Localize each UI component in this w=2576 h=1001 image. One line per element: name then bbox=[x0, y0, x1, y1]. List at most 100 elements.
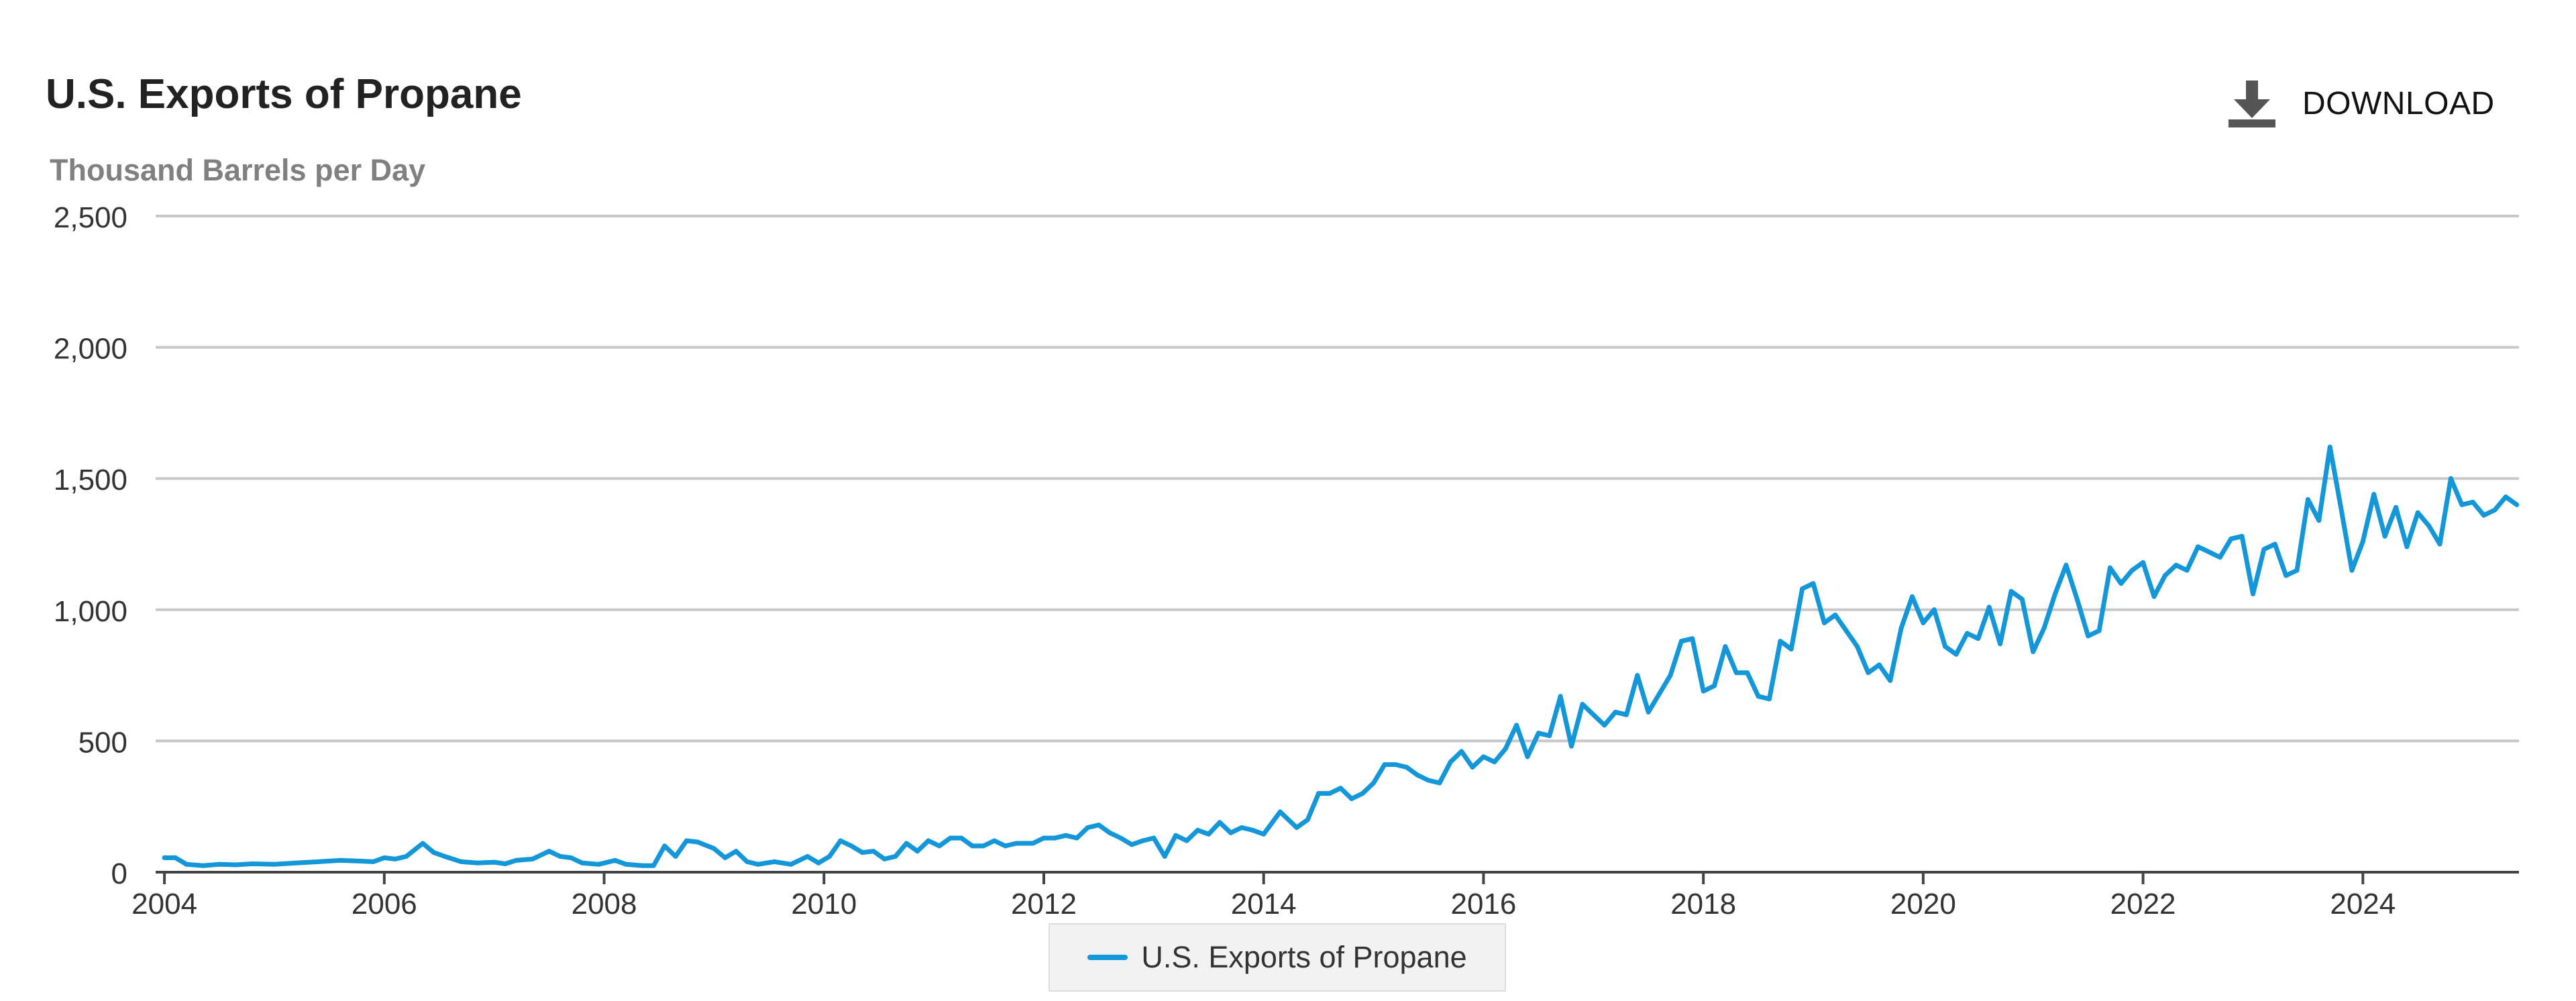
data-point bbox=[1986, 604, 1992, 610]
data-point bbox=[2129, 568, 2135, 573]
data-point bbox=[2174, 562, 2179, 568]
data-point bbox=[1976, 636, 1981, 641]
x-tick-label: 2020 bbox=[1890, 888, 1956, 920]
y-tick-label: 500 bbox=[78, 726, 127, 759]
data-point bbox=[1536, 731, 1541, 736]
data-point bbox=[2162, 573, 2167, 578]
x-tick-label: 2022 bbox=[2110, 888, 2176, 920]
data-point bbox=[1931, 607, 1937, 613]
data-point bbox=[1063, 833, 1069, 838]
x-tick-label: 2018 bbox=[1670, 888, 1736, 920]
data-point bbox=[2470, 499, 2475, 505]
data-point bbox=[1448, 759, 1453, 765]
data-point bbox=[2019, 596, 2025, 602]
data-point bbox=[2096, 628, 2102, 633]
data-point bbox=[623, 861, 629, 867]
data-point bbox=[1217, 820, 1222, 825]
data-point bbox=[1998, 641, 2003, 647]
download-button[interactable]: DOWNLOAD bbox=[2226, 79, 2495, 127]
data-point bbox=[2305, 497, 2310, 502]
data-point bbox=[1107, 830, 1112, 835]
data-point bbox=[1767, 696, 1772, 702]
data-point bbox=[596, 861, 601, 867]
data-point bbox=[1096, 823, 1102, 828]
data-point bbox=[2404, 544, 2410, 549]
legend-swatch bbox=[1087, 955, 1128, 960]
data-point bbox=[580, 860, 585, 865]
data-point bbox=[1821, 620, 1827, 625]
data-point bbox=[2141, 560, 2146, 565]
data-point bbox=[1921, 620, 1926, 625]
data-point bbox=[2086, 633, 2091, 639]
data-point bbox=[981, 843, 986, 849]
data-point bbox=[684, 838, 689, 843]
data-point bbox=[568, 855, 574, 860]
data-point bbox=[1624, 712, 1629, 717]
data-point bbox=[2118, 581, 2124, 586]
data-point bbox=[547, 849, 552, 854]
data-point bbox=[1277, 809, 1283, 814]
data-point bbox=[392, 856, 398, 861]
data-point bbox=[2053, 591, 2057, 596]
data-point bbox=[1855, 644, 1860, 649]
data-point bbox=[893, 854, 898, 859]
data-point bbox=[1173, 833, 1179, 838]
data-point bbox=[2151, 594, 2157, 599]
data-point bbox=[860, 850, 865, 855]
data-point bbox=[1943, 644, 1948, 649]
data-point bbox=[201, 863, 205, 868]
data-point bbox=[1003, 843, 1008, 849]
data-point bbox=[1525, 754, 1530, 759]
data-point bbox=[1261, 831, 1267, 837]
data-point bbox=[1184, 838, 1189, 843]
data-point bbox=[948, 835, 953, 841]
data-point bbox=[162, 855, 167, 860]
data-point bbox=[217, 861, 222, 867]
data-point bbox=[1898, 625, 1904, 631]
data-point bbox=[1349, 796, 1354, 801]
data-point bbox=[1811, 581, 1816, 586]
data-point bbox=[1206, 831, 1212, 837]
data-point bbox=[816, 860, 821, 865]
data-point bbox=[2426, 523, 2432, 529]
data-point bbox=[1041, 835, 1046, 841]
data-point bbox=[2074, 596, 2080, 602]
data-point bbox=[1690, 636, 1695, 641]
data-point bbox=[431, 850, 437, 855]
data-point bbox=[1195, 827, 1200, 833]
data-point bbox=[1569, 743, 1574, 749]
data-point bbox=[612, 857, 618, 863]
data-point bbox=[849, 843, 854, 849]
data-point bbox=[1305, 817, 1310, 823]
legend[interactable]: U.S. Exports of Propane bbox=[1049, 923, 1506, 992]
data-point bbox=[915, 849, 920, 854]
data-point bbox=[1470, 765, 1475, 770]
data-point bbox=[805, 854, 810, 859]
data-point bbox=[2394, 505, 2398, 510]
data-point bbox=[2503, 494, 2508, 500]
data-point bbox=[733, 849, 739, 854]
data-point bbox=[2229, 536, 2234, 541]
data-point bbox=[651, 863, 656, 868]
data-point bbox=[1294, 825, 1299, 830]
data-point bbox=[1014, 841, 1019, 846]
data-point bbox=[1591, 712, 1596, 717]
data-point bbox=[1733, 670, 1739, 676]
data-point bbox=[1030, 841, 1036, 846]
data-point bbox=[1052, 835, 1057, 841]
data-point bbox=[1843, 628, 1849, 633]
data-point bbox=[1393, 762, 1398, 768]
data-point bbox=[2437, 541, 2443, 547]
data-point bbox=[2041, 625, 2047, 631]
x-tick-label: 2006 bbox=[352, 888, 417, 920]
data-point bbox=[2107, 565, 2112, 570]
data-point bbox=[2284, 573, 2289, 578]
data-point bbox=[926, 838, 931, 843]
data-point bbox=[1316, 791, 1322, 796]
chart-title: U.S. Exports of Propane bbox=[46, 71, 522, 117]
data-point bbox=[1151, 835, 1157, 841]
data-point bbox=[1140, 838, 1145, 843]
data-point bbox=[370, 859, 376, 864]
y-tick-label: 2,000 bbox=[54, 333, 127, 366]
data-point bbox=[1778, 639, 1783, 644]
